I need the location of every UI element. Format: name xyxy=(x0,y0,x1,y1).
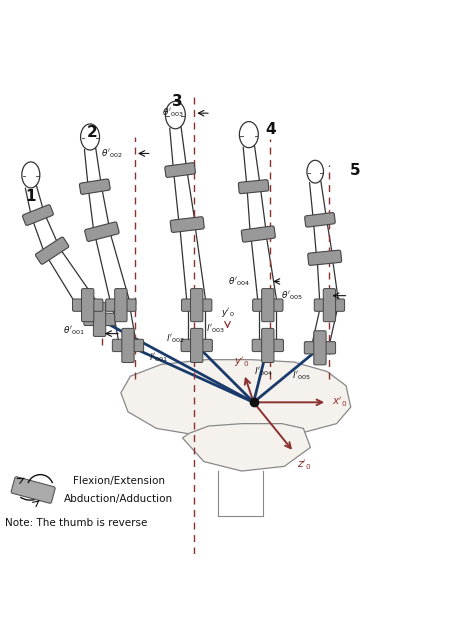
FancyBboxPatch shape xyxy=(253,299,283,311)
FancyBboxPatch shape xyxy=(22,205,54,226)
Text: $y'_0$: $y'_0$ xyxy=(234,355,249,369)
FancyBboxPatch shape xyxy=(11,477,55,503)
Text: $l'_{001}$: $l'_{001}$ xyxy=(149,351,168,363)
FancyBboxPatch shape xyxy=(170,217,204,233)
FancyBboxPatch shape xyxy=(191,328,203,363)
FancyBboxPatch shape xyxy=(314,331,326,365)
FancyBboxPatch shape xyxy=(80,179,110,195)
Text: 3: 3 xyxy=(173,94,183,109)
FancyBboxPatch shape xyxy=(181,339,212,352)
Polygon shape xyxy=(182,424,310,471)
Polygon shape xyxy=(121,359,351,438)
FancyBboxPatch shape xyxy=(73,299,103,311)
Text: $\theta'_{003}$: $\theta'_{003}$ xyxy=(162,107,184,119)
Text: $z'_0$: $z'_0$ xyxy=(297,458,312,472)
Text: 5: 5 xyxy=(350,162,361,178)
Text: $\theta'_{005}$: $\theta'_{005}$ xyxy=(281,289,302,302)
FancyBboxPatch shape xyxy=(262,288,274,321)
Text: Flexion/Extension: Flexion/Extension xyxy=(73,476,165,486)
Text: Note: The thumb is reverse: Note: The thumb is reverse xyxy=(5,518,147,528)
FancyBboxPatch shape xyxy=(93,302,106,337)
Text: $l'_{002}$: $l'_{002}$ xyxy=(166,332,185,345)
Text: $l'_{003}$: $l'_{003}$ xyxy=(206,323,225,335)
FancyBboxPatch shape xyxy=(305,212,335,227)
FancyBboxPatch shape xyxy=(82,288,94,321)
FancyBboxPatch shape xyxy=(191,288,203,321)
FancyBboxPatch shape xyxy=(165,163,195,178)
FancyBboxPatch shape xyxy=(112,339,144,352)
Text: $l'_{004}$: $l'_{004}$ xyxy=(254,365,273,378)
Text: Abduction/Adduction: Abduction/Adduction xyxy=(64,495,173,505)
FancyBboxPatch shape xyxy=(85,222,119,242)
FancyBboxPatch shape xyxy=(106,299,136,311)
FancyBboxPatch shape xyxy=(252,339,283,352)
FancyBboxPatch shape xyxy=(241,226,275,242)
FancyBboxPatch shape xyxy=(323,288,336,321)
FancyBboxPatch shape xyxy=(122,328,134,363)
Text: $\theta'_{002}$: $\theta'_{002}$ xyxy=(100,147,122,160)
FancyBboxPatch shape xyxy=(262,328,274,363)
FancyBboxPatch shape xyxy=(84,313,115,325)
FancyBboxPatch shape xyxy=(115,288,127,321)
Text: 1: 1 xyxy=(26,189,36,204)
FancyBboxPatch shape xyxy=(36,237,69,264)
FancyBboxPatch shape xyxy=(304,342,336,354)
Text: 2: 2 xyxy=(87,125,98,139)
FancyBboxPatch shape xyxy=(308,250,342,266)
Text: $y'_0$: $y'_0$ xyxy=(221,306,234,320)
Text: 4: 4 xyxy=(265,122,275,138)
FancyBboxPatch shape xyxy=(238,179,269,193)
Text: $\theta'_{001}$: $\theta'_{001}$ xyxy=(63,325,84,337)
Text: $x'_0$: $x'_0$ xyxy=(332,395,347,410)
FancyBboxPatch shape xyxy=(182,299,212,311)
Text: $\theta'_{004}$: $\theta'_{004}$ xyxy=(228,275,250,288)
Text: $l'_{005}$: $l'_{005}$ xyxy=(292,370,310,382)
FancyBboxPatch shape xyxy=(314,299,345,311)
